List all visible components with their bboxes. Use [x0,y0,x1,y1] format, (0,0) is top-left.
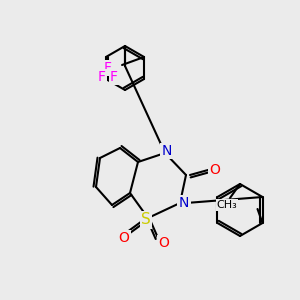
Text: N: N [179,196,189,210]
Text: F: F [104,61,112,75]
Text: O: O [159,236,170,250]
Text: O: O [118,231,129,245]
Text: O: O [210,163,220,177]
Text: S: S [141,212,151,227]
Text: F: F [98,70,106,84]
Text: F: F [110,70,118,84]
Text: CH₃: CH₃ [217,200,237,210]
Text: N: N [162,144,172,158]
